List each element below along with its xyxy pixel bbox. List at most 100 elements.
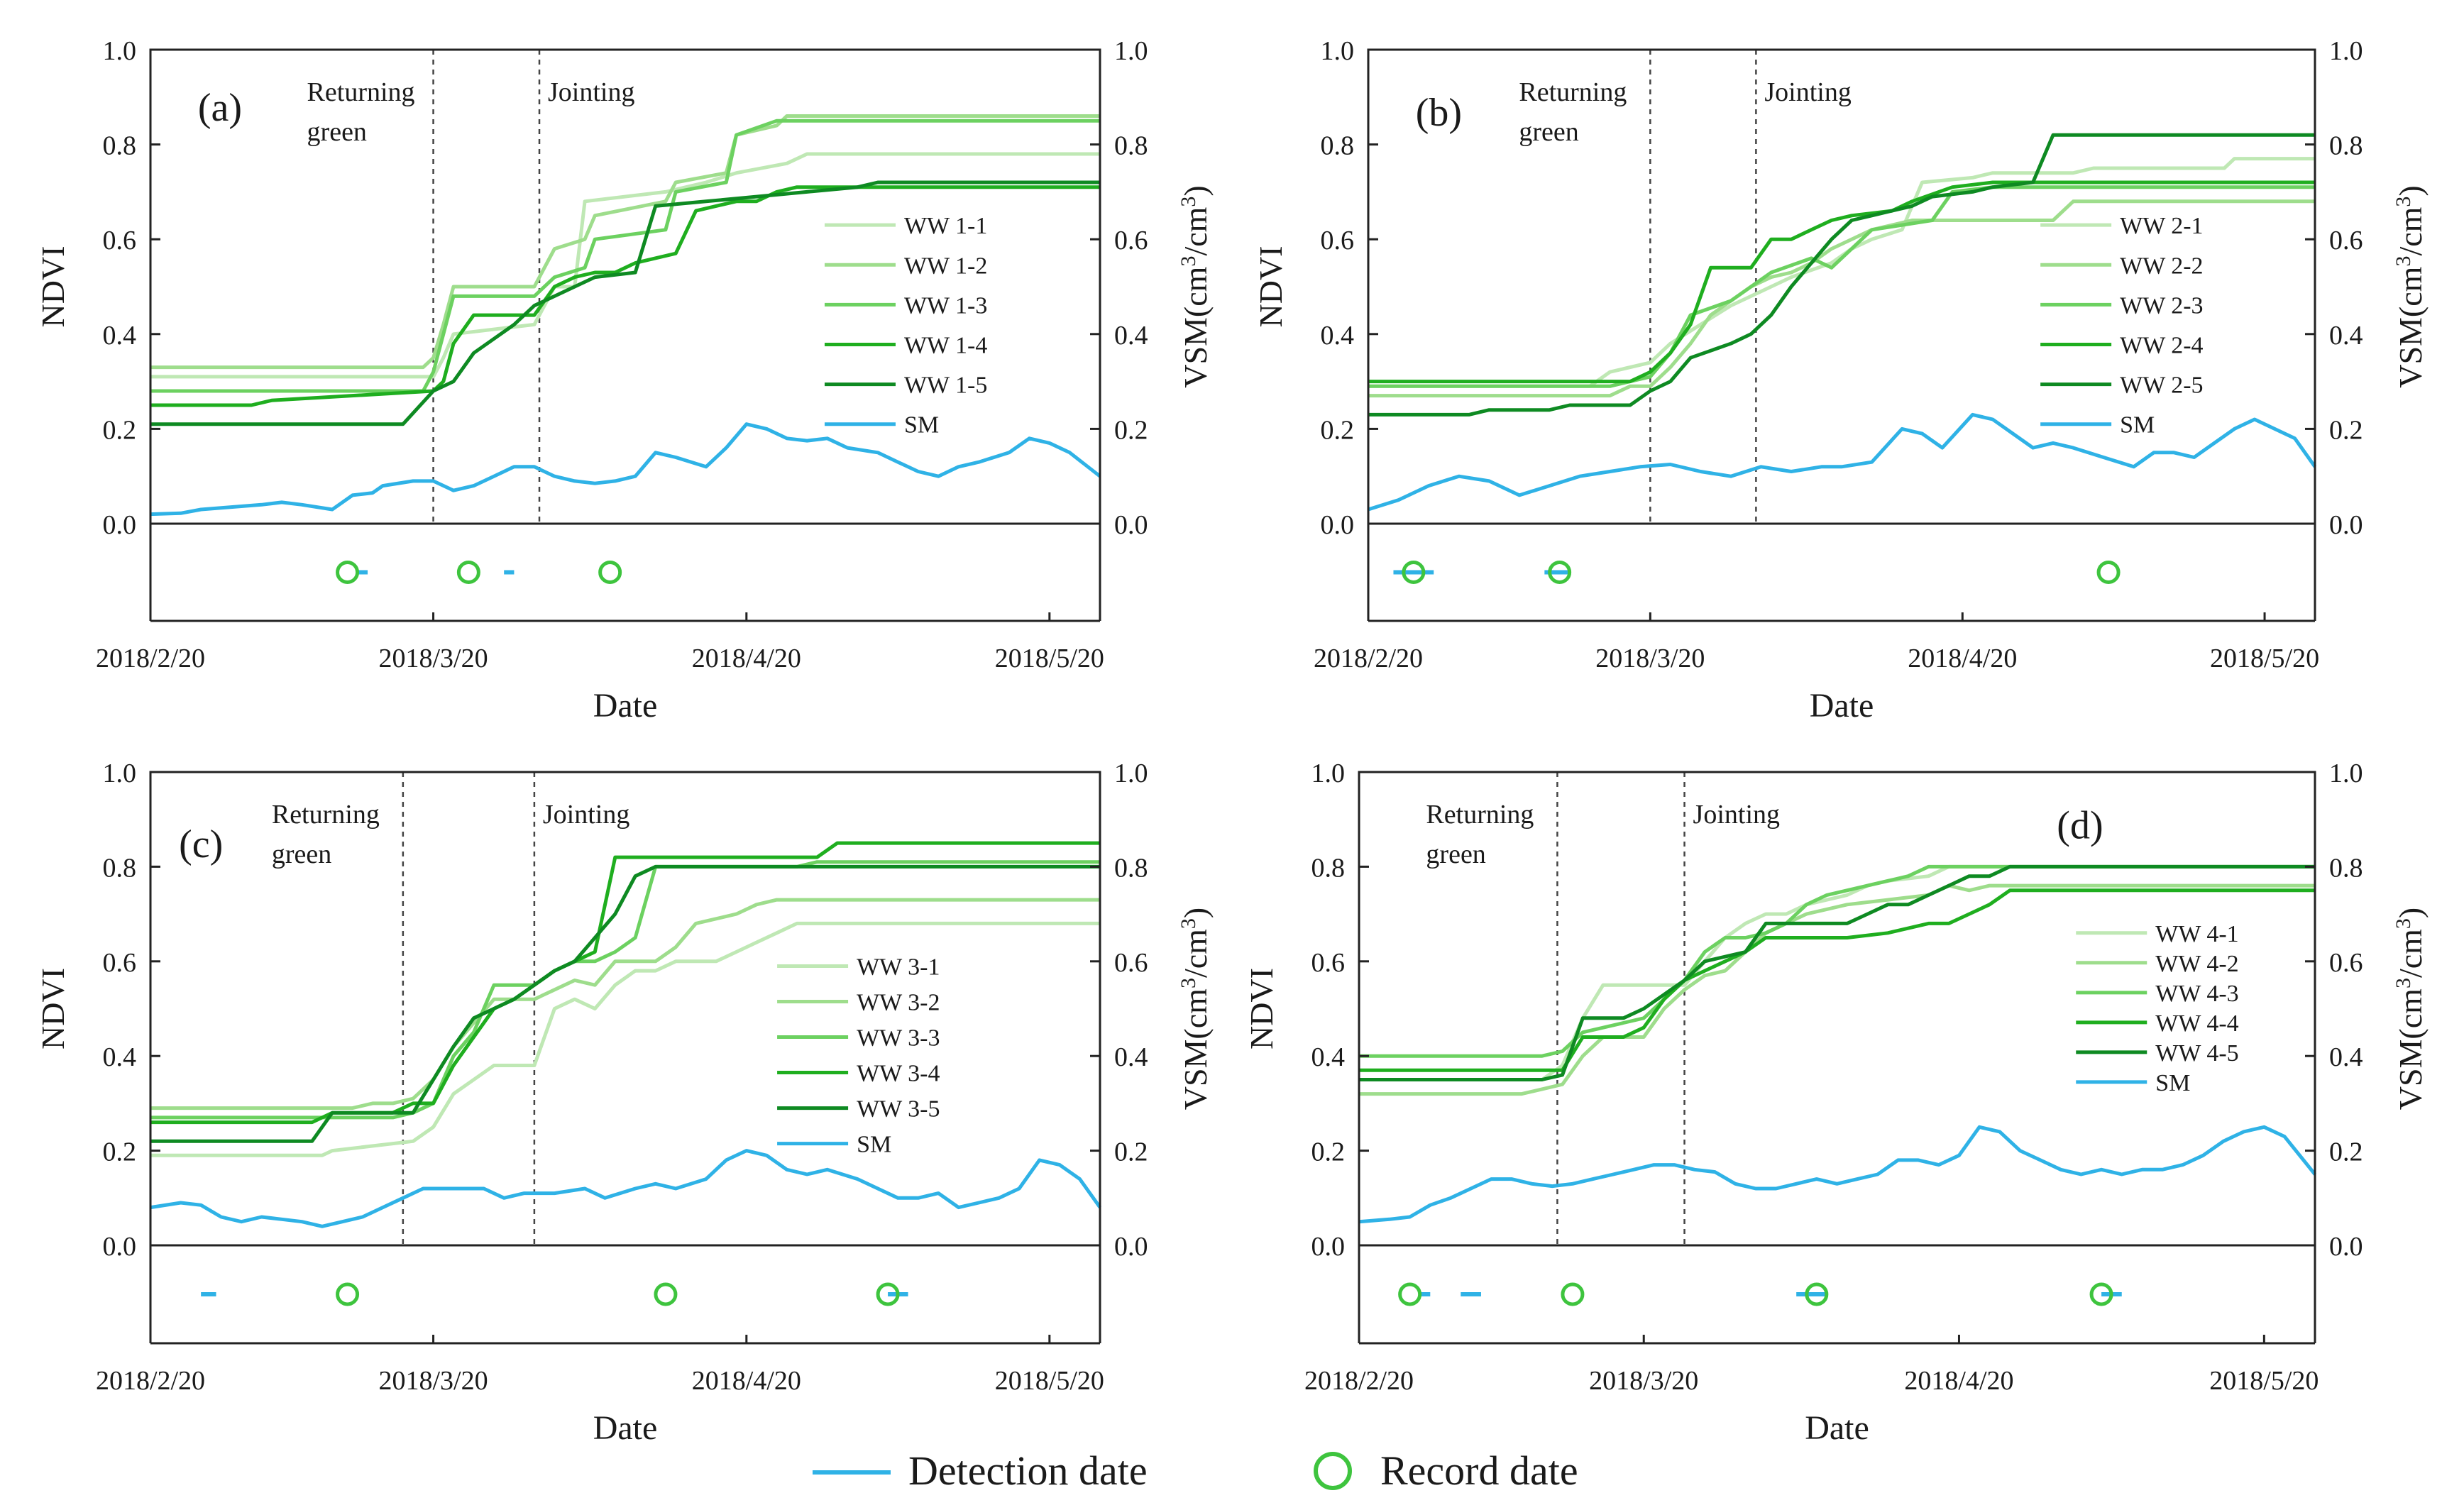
record-mark [2089,1282,2113,1306]
record-mark [456,561,480,584]
y-tick-label-left: 0.4 [1311,1042,1346,1072]
x-tick-label: 2018/5/20 [995,644,1104,673]
y-tick-label-right: 0.6 [1114,226,1148,255]
y-tick-label-right: 0.8 [2329,131,2363,161]
x-tick-label: 2018/2/20 [96,644,205,673]
y-tick-label-left: 1.0 [103,759,137,788]
y-tick-label-left: 0.6 [103,948,137,978]
x-axis-label: Date [593,687,658,724]
label-part: ) [2392,908,2429,918]
label-part: VSM(cm [2392,988,2429,1110]
legend-label: WW 2-1 [2120,213,2203,239]
y-tick-label-left: 0.8 [1311,853,1346,883]
y2-axis-label: VSM(cm3/cm3) [2392,185,2429,388]
stage-label: Jointing [548,77,634,107]
y-tick-label-right: 0.8 [1114,131,1148,161]
y-tick-label-right: 0.6 [2329,226,2363,255]
y-tick-label-left: 1.0 [103,36,137,66]
label-part: VSM(cm [1177,988,1214,1110]
y2-axis-label: VSM(cm3/cm3) [1177,908,1214,1111]
stage-label: Jointing [543,800,629,830]
y-tick-label-right: 0.2 [1114,415,1148,445]
x-tick-label: 2018/3/20 [1595,644,1705,673]
series-line-4 [1368,180,2315,384]
superscript: 3 [2392,197,2415,207]
y-tick-label-right: 0.8 [2329,853,2363,883]
panel-label: (d) [2057,803,2103,847]
x-tick-label: 2018/4/20 [1904,1366,2013,1396]
record-legend-label: Record date [1380,1448,1578,1494]
y-tick-label-left: 0.4 [103,1042,137,1072]
series-line-2 [1368,199,2315,398]
stage-label-sub: green [272,839,331,869]
y-tick-label-left: 0.2 [103,1137,137,1167]
detection-legend-label: Detection date [908,1448,1148,1494]
legend-label: SM [2155,1070,2190,1096]
panel-c: 0.0 0.0 0.2 0.2 0.4 0.4 0.6 0.6 0.8 0.8 1.0 1.0 2018… [35,759,1214,1447]
legend-label: WW 2-4 [2120,332,2203,358]
legend-label: WW 3-1 [857,954,940,980]
y-tick-label-left: 0.6 [1321,226,1355,255]
series-line-1 [150,921,1100,1157]
sm-line [1368,412,2317,512]
y-tick-label-right: 0.0 [1114,510,1148,540]
legend-label: WW 3-4 [857,1061,940,1087]
label-part: /cm [2392,929,2429,978]
label-part: ) [2392,185,2429,196]
y-tick-label-left: 0.8 [1321,131,1355,161]
legend-label: WW 4-4 [2155,1010,2238,1037]
record-legend-swatch [1314,1452,1352,1490]
x-axis-label: Date [593,1409,658,1447]
record-mark [1561,1282,1585,1306]
x-tick-label: 2018/2/20 [1304,1366,1414,1396]
y-axis-label: NDVI [1253,246,1289,328]
plot-frame [149,771,1101,1247]
legend-label: WW 1-5 [904,373,987,399]
plot-frame [1358,771,2316,1247]
figure-legend: Detection date Record date [813,1448,1578,1494]
y-tick-label-right: 0.2 [2329,415,2363,445]
sm-line [150,1149,1102,1228]
y-tick-label-left: 0.2 [1311,1137,1346,1167]
superscript: 3 [2392,918,2415,929]
legend-label: WW 4-2 [2155,951,2238,977]
superscript: 3 [1177,978,1200,988]
legend-label: WW 1-1 [904,213,987,239]
series-line-3 [1368,185,2315,388]
record-mark [598,561,622,584]
label-part: /cm [2392,206,2429,255]
y-tick-label-left: 0.4 [1321,321,1355,351]
x-tick-label: 2018/2/20 [1314,644,1423,673]
record-mark [1398,1282,1422,1306]
x-tick-label: 2018/5/20 [2209,1366,2319,1396]
legend-label: WW 1-4 [904,332,987,358]
label-part: ) [1177,908,1214,918]
legend-label: SM [2120,412,2155,439]
y-tick-label-right: 0.4 [2329,1042,2363,1072]
label-part: VSM(cm [2392,266,2429,387]
series-line-2 [150,114,1100,370]
y-tick-label-right: 0.4 [2329,321,2363,351]
y2-axis-label: VSM(cm3/cm3) [1177,185,1214,388]
y-tick-label-left: 0.2 [103,415,137,445]
stage-label: Returning [1519,77,1627,107]
y-tick-label-right: 0.6 [1114,948,1148,978]
record-mark [2096,561,2121,584]
x-tick-label: 2018/3/20 [378,644,488,673]
legend-label: WW 4-1 [2155,921,2238,947]
sm-line [1358,1125,2316,1224]
legend-label: SM [904,412,939,439]
superscript: 3 [2392,256,2415,267]
plot-frame [149,48,1101,525]
series-line-5 [1368,133,2315,417]
record-mark [1548,561,1572,584]
x-tick-label: 2018/3/20 [1589,1366,1698,1396]
y-tick-label-right: 0.0 [2329,510,2363,540]
stage-label: Returning [272,800,380,830]
superscript: 3 [1177,918,1200,929]
y-tick-label-right: 0.4 [1114,321,1148,351]
label-part: /cm [1177,206,1214,255]
label-part: VSM(cm [1177,266,1214,387]
y-tick-label-right: 1.0 [2329,36,2363,66]
